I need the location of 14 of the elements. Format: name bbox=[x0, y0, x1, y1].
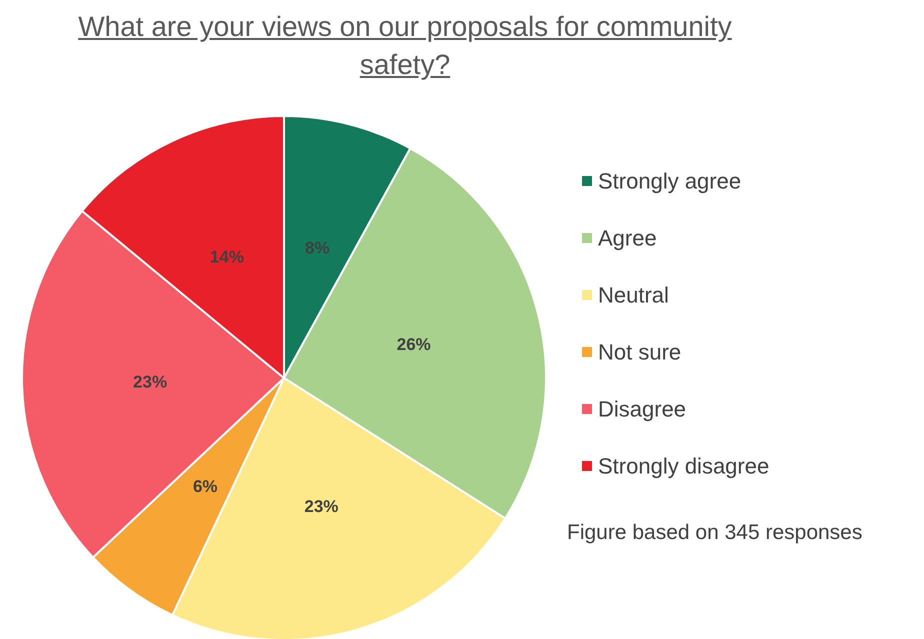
text: Figure based on 345 responses bbox=[567, 521, 862, 544]
legend-label: Strongly agree bbox=[598, 168, 742, 194]
data-label: 14% bbox=[210, 247, 244, 266]
data-label: 23% bbox=[304, 497, 338, 516]
data-label: 6% bbox=[192, 476, 218, 496]
legend-label: Agree bbox=[598, 226, 657, 250]
legend-label: Not sure bbox=[598, 340, 682, 364]
legend-label: Neutral bbox=[598, 282, 669, 308]
legend-label: Strongly disagree bbox=[598, 454, 770, 478]
data-label: 23% bbox=[133, 372, 168, 392]
data-label: 26% bbox=[396, 335, 431, 354]
data-label: 8% bbox=[305, 238, 330, 258]
legend-label: Disagree bbox=[598, 396, 686, 422]
chart-title: What are your views on our proposals for community safety? bbox=[77, 10, 733, 82]
